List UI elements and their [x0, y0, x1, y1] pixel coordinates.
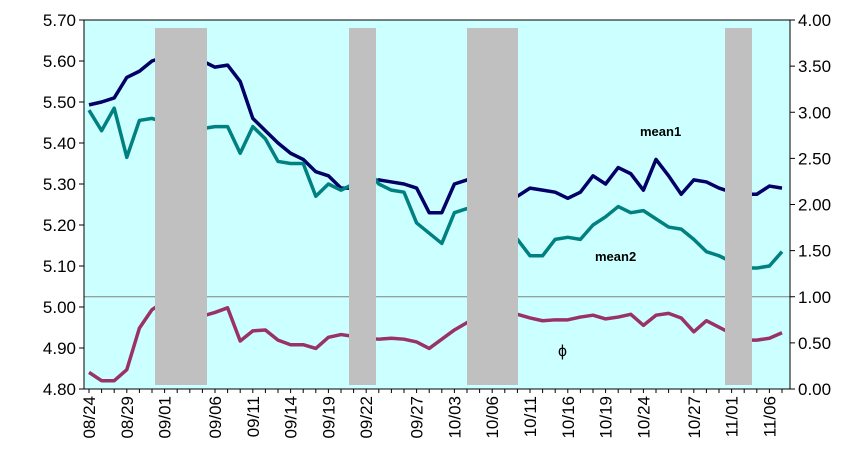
shaded-period [349, 28, 376, 385]
x-tick-label: 10/27 [685, 396, 704, 439]
x-tick-label: 09/01 [156, 396, 175, 439]
shaded-period [467, 28, 518, 385]
y-tick-label: 4.80 [43, 380, 76, 399]
y-tick-label: 5.00 [43, 298, 76, 317]
y-tick-label: 5.40 [43, 134, 76, 153]
y-tick-label: 5.10 [43, 257, 76, 276]
y2-tick-label: 0.00 [798, 380, 831, 399]
x-tick-label: 10/16 [559, 396, 578, 439]
y-tick-label: 5.60 [43, 52, 76, 71]
y-tick-label: 5.20 [43, 216, 76, 235]
y2-tick-label: 2.50 [798, 149, 831, 168]
shaded-period [725, 28, 752, 385]
y-tick-label: 5.70 [43, 11, 76, 30]
y2-tick-label: 3.00 [798, 103, 831, 122]
y-tick-label: 5.50 [43, 93, 76, 112]
x-tick-label: 09/22 [357, 396, 376, 439]
x-tick-label: 10/06 [483, 396, 502, 439]
x-tick-label: 09/27 [408, 396, 427, 439]
series-label: ϕ [558, 343, 567, 360]
y2-tick-label: 1.50 [798, 242, 831, 261]
x-tick-label: 08/29 [118, 396, 137, 439]
x-tick-label: 09/11 [244, 396, 263, 437]
x-tick-label: 09/14 [282, 396, 301, 439]
y2-tick-label: 1.00 [798, 288, 831, 307]
x-tick-label: 10/19 [597, 396, 616, 439]
x-tick-label: 11/01 [723, 396, 742, 437]
y2-tick-label: 2.00 [798, 196, 831, 215]
x-tick-label: 10/24 [634, 396, 653, 439]
y-tick-label: 4.90 [43, 339, 76, 358]
series-label: mean1 [640, 124, 681, 139]
y2-tick-label: 0.50 [798, 334, 831, 353]
x-tick-label: 10/03 [445, 396, 464, 439]
y2-tick-label: 3.50 [798, 57, 831, 76]
y-tick-label: 5.30 [43, 175, 76, 194]
x-tick-label: 11/06 [760, 396, 779, 437]
y2-tick-label: 4.00 [798, 11, 831, 30]
series-label: mean2 [595, 249, 636, 264]
x-tick-label: 10/11 [521, 396, 540, 437]
x-tick-label: 09/19 [319, 396, 338, 439]
x-tick-label: 09/06 [206, 396, 225, 439]
x-tick-label: 08/24 [80, 396, 99, 439]
shaded-period [155, 28, 207, 385]
